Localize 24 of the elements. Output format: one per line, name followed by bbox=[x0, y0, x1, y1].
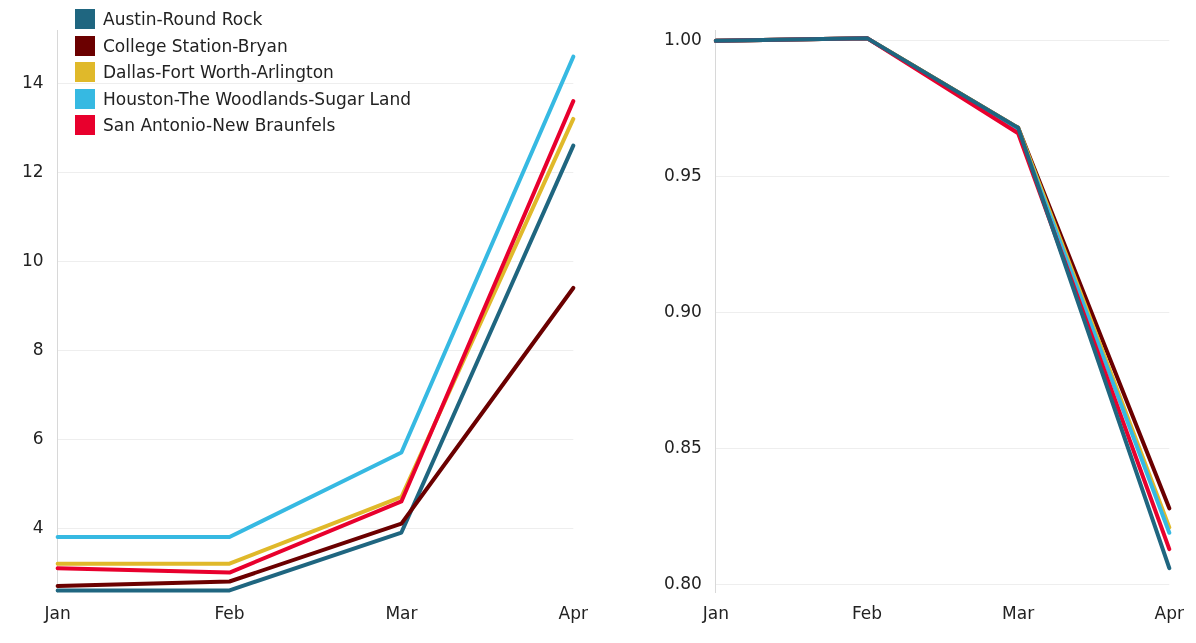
y-tick-label: 4 bbox=[32, 516, 44, 537]
y-tick-label: 0.85 bbox=[663, 436, 702, 457]
y-tick-label: 0.95 bbox=[663, 165, 702, 186]
legend-label: Austin-Round Rock bbox=[103, 8, 263, 31]
x-tick-label: Jan bbox=[701, 603, 729, 624]
legend-label: College Station-Bryan bbox=[103, 34, 288, 58]
legend-label: Dallas-Fort Worth-Arlington bbox=[103, 61, 334, 84]
x-tick-label: Apr bbox=[558, 603, 589, 624]
y-tick-label: 6 bbox=[32, 427, 44, 448]
y-tick-label: 0.90 bbox=[663, 301, 702, 322]
x-tick-label: Feb bbox=[214, 603, 245, 624]
y-tick-label: 10 bbox=[21, 249, 44, 270]
x-tick-label: Mar bbox=[1002, 603, 1035, 624]
y-tick-label: 0.80 bbox=[663, 572, 702, 593]
legend-label: San Antonio-New Braunfels bbox=[103, 114, 336, 137]
x-tick-label: Apr bbox=[1154, 603, 1185, 624]
x-tick-label: Mar bbox=[385, 603, 418, 624]
y-tick-label: 14 bbox=[21, 71, 44, 92]
y-tick-label: 8 bbox=[32, 338, 44, 359]
x-tick-label: Feb bbox=[851, 603, 883, 624]
y-tick-label: 12 bbox=[21, 160, 44, 181]
y-tick-label: 1.00 bbox=[663, 29, 702, 50]
x-tick-label: Jan bbox=[43, 603, 71, 624]
legend-label: Houston-The Woodlands-Sugar Land bbox=[103, 87, 411, 111]
